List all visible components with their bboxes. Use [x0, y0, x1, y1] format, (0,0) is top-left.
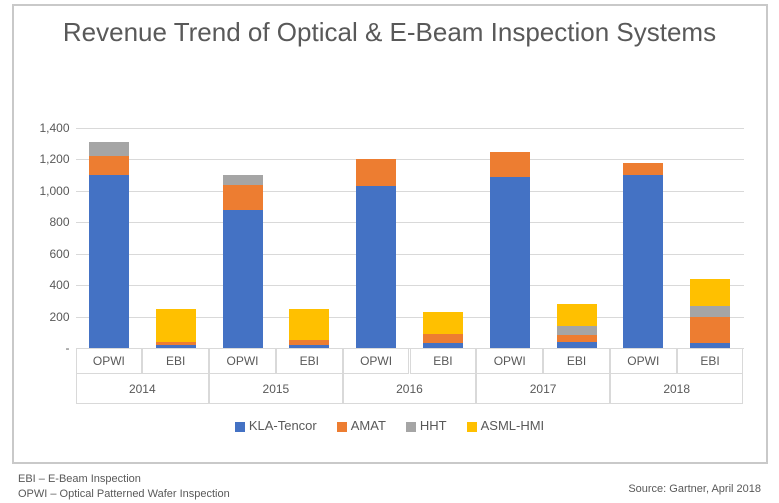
chart-title: Revenue Trend of Optical & E-Beam Inspec… — [14, 6, 766, 55]
bar-segment-kla-tencor — [490, 177, 530, 348]
plot-area: -2004006008001,0001,2001,400 — [76, 128, 744, 348]
bar-segment-asml-hmi — [156, 309, 196, 342]
y-tick-label: 1,000 — [20, 184, 70, 198]
gridline — [76, 159, 744, 160]
chart-wrapper: Revenue Trend of Optical & E-Beam Inspec… — [0, 0, 779, 503]
legend-label: KLA-Tencor — [249, 418, 317, 433]
y-tick-label: 400 — [20, 278, 70, 292]
bar-segment-hht — [223, 175, 263, 184]
x-year-label: 2015 — [209, 374, 343, 404]
bar-2015-ebi — [289, 309, 329, 348]
legend-swatch-icon — [406, 422, 416, 432]
bar-segment-asml-hmi — [289, 309, 329, 340]
bar-segment-kla-tencor — [89, 175, 129, 348]
y-tick-label: - — [20, 341, 70, 355]
bar-segment-asml-hmi — [690, 279, 730, 306]
bar-segment-amat — [423, 334, 463, 343]
bar-segment-kla-tencor — [623, 175, 663, 348]
source-label: Source: Gartner, April 2018 — [628, 483, 761, 495]
legend-item-kla-tencor: KLA-Tencor — [235, 418, 317, 433]
x-category-label: OPWI — [476, 348, 543, 374]
bar-2015-opwi — [223, 175, 263, 348]
legend-item-asml-hmi: ASML-HMI — [467, 418, 545, 433]
bar-segment-hht — [690, 306, 730, 317]
chart-panel: Revenue Trend of Optical & E-Beam Inspec… — [12, 4, 768, 464]
legend-label: ASML-HMI — [481, 418, 545, 433]
y-tick-label: 200 — [20, 310, 70, 324]
x-category-label: EBI — [677, 348, 744, 374]
legend-swatch-icon — [235, 422, 245, 432]
bar-segment-amat — [690, 317, 730, 344]
bar-2017-opwi — [490, 152, 530, 348]
y-tick-label: 600 — [20, 247, 70, 261]
x-category-label: EBI — [543, 348, 610, 374]
footnote-opwi: OPWI – Optical Patterned Wafer Inspectio… — [18, 487, 230, 501]
x-category-label: OPWI — [209, 348, 276, 374]
x-year-label: 2018 — [610, 374, 744, 404]
bar-2014-ebi — [156, 309, 196, 348]
x-category-label: EBI — [276, 348, 343, 374]
gridline — [76, 128, 744, 129]
bar-2018-opwi — [623, 163, 663, 348]
bar-2018-ebi — [690, 279, 730, 348]
bar-2016-ebi — [423, 312, 463, 348]
bar-segment-hht — [89, 142, 129, 156]
legend: KLA-Tencor AMAT HHT ASML-HMI — [14, 418, 766, 433]
y-tick-label: 1,400 — [20, 121, 70, 135]
y-tick-label: 800 — [20, 215, 70, 229]
x-category-label: OPWI — [343, 348, 410, 374]
bar-segment-amat — [89, 156, 129, 175]
footnote-ebi: EBI – E-Beam Inspection — [18, 472, 230, 486]
legend-item-hht: HHT — [406, 418, 447, 433]
footnotes: EBI – E-Beam Inspection OPWI – Optical P… — [18, 472, 230, 501]
bar-segment-asml-hmi — [423, 312, 463, 334]
legend-label: HHT — [420, 418, 447, 433]
y-tick-label: 1,200 — [20, 152, 70, 166]
x-category-label: OPWI — [610, 348, 677, 374]
x-year-label: 2016 — [343, 374, 477, 404]
bar-2014-opwi — [89, 142, 129, 348]
x-category-label: EBI — [142, 348, 209, 374]
x-category-label: OPWI — [76, 348, 143, 374]
x-year-label: 2014 — [76, 374, 210, 404]
bar-2016-opwi — [356, 159, 396, 348]
legend-swatch-icon — [467, 422, 477, 432]
x-category-label: EBI — [410, 348, 477, 374]
bar-segment-amat — [223, 185, 263, 210]
legend-label: AMAT — [351, 418, 386, 433]
bar-segment-amat — [490, 152, 530, 177]
bar-segment-amat — [623, 163, 663, 176]
bar-segment-hht — [557, 326, 597, 335]
bar-segment-kla-tencor — [223, 210, 263, 348]
bar-segment-asml-hmi — [557, 304, 597, 326]
bar-segment-amat — [356, 159, 396, 186]
legend-item-amat: AMAT — [337, 418, 386, 433]
x-year-label: 2017 — [476, 374, 610, 404]
bar-2017-ebi — [557, 304, 597, 348]
legend-swatch-icon — [337, 422, 347, 432]
bar-segment-kla-tencor — [356, 186, 396, 348]
